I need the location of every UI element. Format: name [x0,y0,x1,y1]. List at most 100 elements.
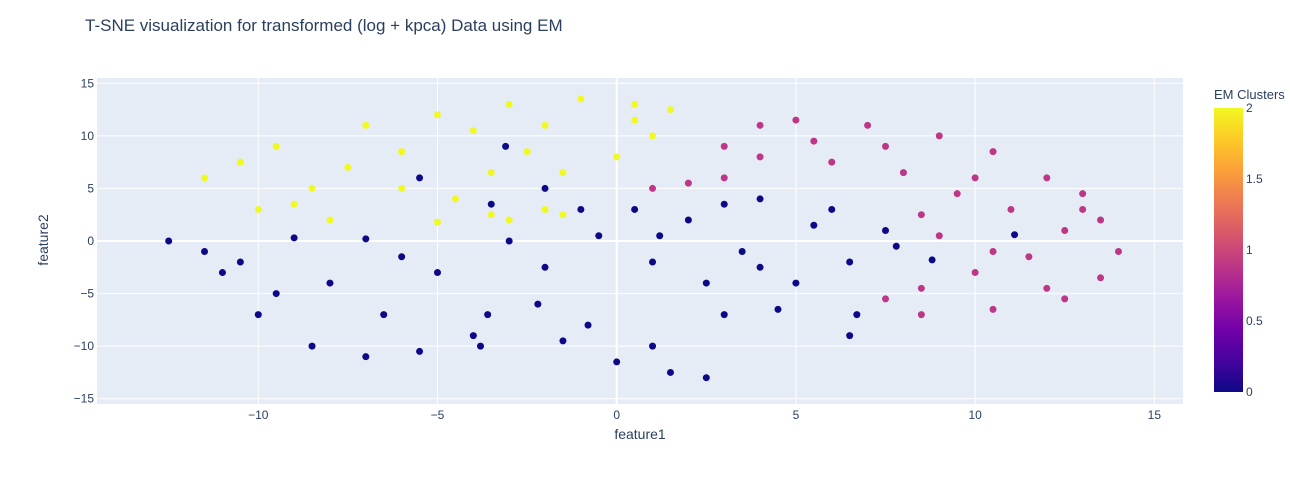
y-tick-label: 5 [87,181,94,195]
colorbar-tick-label: 1.5 [1246,172,1263,186]
cluster-1-point [971,269,979,277]
cluster-1-point [917,211,925,219]
cluster-0-point [702,374,710,382]
cluster-2-point [523,148,531,156]
cluster-1-point [989,248,997,256]
cluster-2-point [541,205,549,213]
cluster-2-point [487,169,495,177]
cluster-2-point [559,211,567,219]
cluster-1-point [1043,174,1051,182]
x-tick-label: 0 [613,408,620,422]
y-tick-label: −10 [74,339,95,353]
cluster-2-point [469,127,477,135]
cluster-0-point [853,311,861,319]
cluster-2-point [201,174,209,182]
x-tick-label: 15 [1148,408,1162,422]
cluster-0-point [684,216,692,224]
cluster-0-point [720,200,728,208]
cluster-0-point [308,342,316,350]
cluster-1-point [1114,248,1122,256]
colorbar-tick-label: 1 [1246,243,1253,257]
cluster-0-point [738,248,746,256]
cluster-2-point [344,163,352,171]
cluster-1-point [810,137,818,145]
cluster-0-point [477,342,485,350]
scatter-points [165,95,1122,382]
cluster-1-point [1079,205,1087,213]
cluster-1-point [882,142,890,150]
cluster-1-point [989,148,997,156]
cluster-2-point [649,132,657,140]
cluster-0-point [201,248,209,256]
cluster-1-point [917,311,925,319]
cluster-0-point [774,305,782,313]
cluster-2-point [631,116,639,124]
cluster-0-point [254,311,262,319]
cluster-0-point [236,258,244,266]
cluster-0-point [433,269,441,277]
cluster-0-point [505,237,513,245]
cluster-0-point [577,205,585,213]
cluster-0-point [362,235,370,243]
y-tick-label: 15 [81,76,95,90]
y-tick-label: −15 [74,392,95,406]
cluster-0-point [534,300,542,308]
cluster-1-point [882,295,890,303]
cluster-2-point [433,218,441,226]
cluster-0-point [613,358,621,366]
cluster-1-point [720,174,728,182]
cluster-1-point [756,121,764,129]
colorbar-ticks: 0 0.5 1 1.5 2 [1246,101,1263,399]
cluster-1-point [935,232,943,240]
cluster-0-point [272,290,280,298]
cluster-0-point [559,337,567,345]
cluster-0-point [828,205,836,213]
cluster-1-point [1079,190,1087,198]
cluster-0-point [487,200,495,208]
cluster-0-point [416,347,424,355]
cluster-0-point [756,263,764,271]
cluster-2-point [505,216,513,224]
cluster-1-point [1025,253,1033,261]
cluster-2-point [631,100,639,108]
cluster-1-point [989,305,997,313]
cluster-2-point [613,153,621,161]
y-tick-label: 10 [81,129,95,143]
cluster-0-point [584,321,592,329]
cluster-2-point [272,142,280,150]
cluster-2-point [577,95,585,103]
cluster-0-point [928,256,936,264]
cluster-1-point [864,121,872,129]
cluster-0-point [469,332,477,340]
cluster-0-point [416,174,424,182]
cluster-1-point [1097,216,1105,224]
colorbar-tick-label: 0.5 [1246,314,1263,328]
x-axis-label: feature1 [614,426,666,442]
cluster-1-point [649,184,657,192]
cluster-2-point [308,184,316,192]
cluster-0-point [380,311,388,319]
cluster-0-point [290,234,298,242]
x-axis-ticks: −10 −5 0 5 10 15 [248,408,1161,422]
chart-title: T-SNE visualization for transformed (log… [85,16,563,35]
cluster-1-point [1097,274,1105,282]
cluster-0-point [218,269,226,277]
x-tick-label: −10 [248,408,269,422]
colorbar-title: EM Clusters [1214,87,1285,102]
x-tick-label: 10 [968,408,982,422]
cluster-1-point [756,153,764,161]
cluster-0-point [541,263,549,271]
cluster-0-point [398,253,406,261]
cluster-0-point [666,368,674,376]
cluster-1-point [935,132,943,140]
cluster-0-point [656,232,664,240]
cluster-0-point [484,311,492,319]
cluster-0-point [326,279,334,287]
cluster-1-point [1061,295,1069,303]
cluster-2-point [290,200,298,208]
cluster-1-point [953,190,961,198]
cluster-2-point [505,100,513,108]
cluster-0-point [631,205,639,213]
cluster-1-point [1007,205,1015,213]
